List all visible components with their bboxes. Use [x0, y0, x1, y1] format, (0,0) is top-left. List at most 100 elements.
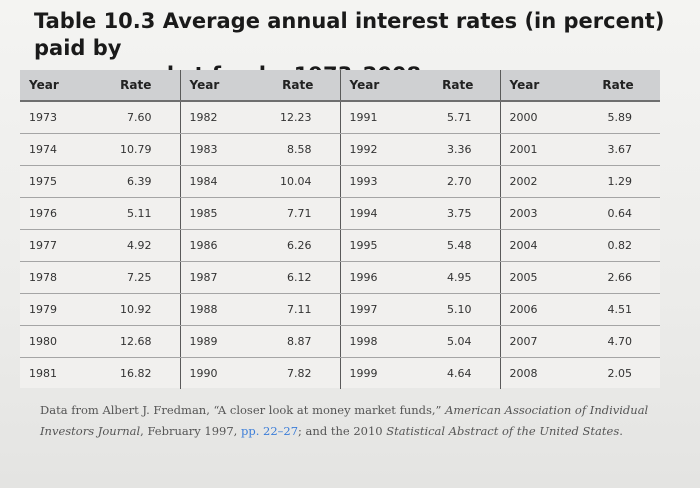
rate-cell: 5.48 — [416, 229, 500, 262]
table-header-row: Year Rate Year Rate Year Rate Year Rate — [20, 70, 660, 102]
rate-cell: 5.71 — [416, 101, 500, 134]
rate-cell: 2.70 — [416, 165, 500, 198]
rate-cell: 6.39 — [92, 165, 180, 198]
source-abstract: Statistical Abstract of the United State… — [386, 424, 620, 438]
rate-cell: 7.25 — [92, 261, 180, 294]
header-rate-4: Rate — [576, 70, 660, 102]
table-row: 1979 10.92 1988 7.11 1997 5.10 2006 4.51 — [20, 293, 660, 326]
year-cell: 2001 — [499, 133, 576, 166]
header-rate-1: Rate — [92, 70, 180, 102]
year-cell: 1995 — [339, 229, 416, 262]
rate-cell: 5.04 — [416, 325, 500, 358]
header-year-2: Year — [179, 70, 256, 102]
year-cell: 1990 — [179, 357, 256, 389]
rate-cell: 4.92 — [92, 229, 180, 262]
table-row: 1975 6.39 1984 10.04 1993 2.70 2002 1.29 — [20, 165, 660, 198]
header-year-3: Year — [339, 70, 416, 102]
header-rate-2: Rate — [256, 70, 340, 102]
year-cell: 1997 — [339, 293, 416, 326]
table-title-line-1: Table 10.3 Average annual interest rates… — [34, 9, 665, 60]
rate-cell: 3.75 — [416, 197, 500, 230]
year-cell: 2007 — [499, 325, 576, 358]
table-row: 1976 5.11 1985 7.71 1994 3.75 2003 0.64 — [20, 197, 660, 230]
rate-cell: 3.67 — [576, 133, 660, 166]
year-cell: 1974 — [20, 133, 92, 166]
table-row: 1981 16.82 1990 7.82 1999 4.64 2008 2.05 — [20, 357, 660, 389]
interest-rate-table-container: Year Rate Year Rate Year Rate Year Rate … — [20, 70, 660, 389]
year-cell: 1992 — [339, 133, 416, 166]
year-cell: 1980 — [20, 325, 92, 358]
rate-cell: 8.58 — [256, 133, 340, 166]
rate-cell: 8.87 — [256, 325, 340, 358]
source-journal: American Association of Individual Inves… — [40, 403, 649, 438]
year-cell: 1976 — [20, 197, 92, 230]
rate-cell: 4.95 — [416, 261, 500, 294]
rate-cell: 6.12 — [256, 261, 340, 294]
rate-cell: 12.23 — [256, 101, 340, 134]
rate-cell: 10.79 — [92, 133, 180, 166]
table-row: 1977 4.92 1986 6.26 1995 5.48 2004 0.82 — [20, 229, 660, 262]
rate-cell: 10.92 — [92, 293, 180, 326]
year-cell: 2005 — [499, 261, 576, 294]
rate-cell: 3.36 — [416, 133, 500, 166]
year-cell: 1988 — [179, 293, 256, 326]
year-cell: 1983 — [179, 133, 256, 166]
rate-cell: 16.82 — [120, 367, 152, 380]
year-cell: 1987 — [179, 261, 256, 294]
year-cell: 1977 — [20, 229, 92, 262]
rate-cell: 2.05 — [607, 367, 633, 380]
rate-cell: 10.04 — [256, 165, 340, 198]
table-row: 1978 7.25 1987 6.12 1996 4.95 2005 2.66 — [20, 261, 660, 294]
source-note: Data from Albert J. Fredman, “A closer l… — [40, 400, 680, 442]
rate-cell: 4.51 — [576, 293, 660, 326]
year-cell: 1982 — [179, 101, 256, 134]
rate-cell: 7.71 — [256, 197, 340, 230]
table-body: 1973 7.60 1982 12.23 1991 5.71 2000 5.89 1974 10.… — [20, 101, 660, 389]
rate-cell: 0.64 — [576, 197, 660, 230]
year-cell: 2004 — [499, 229, 576, 262]
year-cell: 1998 — [339, 325, 416, 358]
source-suffix: . — [619, 424, 623, 438]
year-cell: 1991 — [339, 101, 416, 134]
rate-cell: 2.66 — [576, 261, 660, 294]
source-middle-2: ; and the 2010 — [298, 424, 387, 438]
year-cell: 2000 — [499, 101, 576, 134]
year-cell: 1973 — [20, 101, 92, 134]
year-cell: 2003 — [499, 197, 576, 230]
header-year-4: Year — [499, 70, 576, 102]
year-cell: 1999 — [339, 357, 416, 389]
year-cell: 2002 — [499, 165, 576, 198]
rate-cell: 7.82 — [287, 367, 312, 380]
year-cell: 1986 — [179, 229, 256, 262]
year-cell: 2008 — [499, 357, 576, 389]
year-cell: 1993 — [339, 165, 416, 198]
year-cell: 1985 — [179, 197, 256, 230]
table-row: 1980 12.68 1989 8.87 1998 5.04 2007 4.70 — [20, 325, 660, 358]
interest-rate-table: Year Rate Year Rate Year Rate Year Rate … — [20, 70, 660, 389]
table-row: 1973 7.60 1982 12.23 1991 5.71 2000 5.89 — [20, 101, 660, 134]
table-row: 1974 10.79 1983 8.58 1992 3.36 2001 3.67 — [20, 133, 660, 166]
year-cell: 1975 — [20, 165, 92, 198]
year-cell: 1994 — [339, 197, 416, 230]
rate-cell: 5.89 — [576, 101, 660, 134]
rate-cell: 4.70 — [576, 325, 660, 358]
year-cell: 1996 — [339, 261, 416, 294]
rate-cell: 5.11 — [92, 197, 180, 230]
source-prefix: Data from Albert J. Fredman, “A closer l… — [40, 403, 446, 417]
rate-cell: 7.60 — [92, 101, 180, 134]
year-cell: 2006 — [499, 293, 576, 326]
year-cell: 1984 — [179, 165, 256, 198]
rate-cell: 6.26 — [256, 229, 340, 262]
year-cell: 1989 — [179, 325, 256, 358]
source-pages-link[interactable]: pp. 22–27 — [240, 424, 299, 438]
rate-cell: 4.64 — [447, 367, 472, 380]
year-cell: 1981 — [29, 367, 57, 380]
rate-cell: 1.29 — [576, 165, 660, 198]
source-middle: , February 1997, — [140, 424, 241, 438]
rate-cell: 12.68 — [92, 325, 180, 358]
rate-cell: 0.82 — [576, 229, 660, 262]
header-rate-3: Rate — [416, 70, 500, 102]
header-year-1: Year — [20, 70, 92, 102]
rate-cell: 5.10 — [416, 293, 500, 326]
